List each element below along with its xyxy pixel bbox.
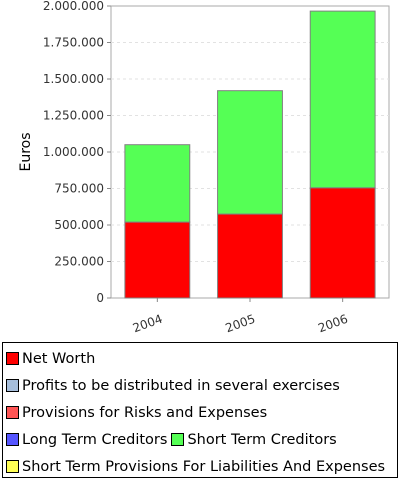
y-tick-label: 2.000.000 bbox=[43, 0, 104, 13]
legend-entry: Profits to be distributed in several exe… bbox=[6, 378, 340, 394]
legend-swatch bbox=[6, 406, 19, 419]
legend-row: Profits to be distributed in several exe… bbox=[6, 372, 397, 399]
legend-label: Short Term Creditors bbox=[187, 431, 337, 448]
bar-2006-short-term-creditors bbox=[309, 10, 376, 189]
y-tick-label: 750.000 bbox=[54, 182, 104, 196]
legend-swatch bbox=[171, 433, 185, 446]
legend-entry: Short Term Creditors bbox=[171, 431, 337, 448]
legend-entry: Provisions for Risks and Expenses bbox=[6, 405, 267, 421]
legend-row: Provisions for Risks and Expenses bbox=[6, 399, 397, 426]
legend-label: Short Term Provisions For Liabilities An… bbox=[22, 458, 386, 475]
y-tick-label: 1.750.000 bbox=[43, 36, 104, 50]
legend: Net Worth Profits to be distributed in se… bbox=[2, 342, 398, 478]
legend-label: Long Term Creditors bbox=[22, 431, 168, 448]
stacked-bar-chart: 0 250.000 500.000 750.000 1.000.000 1.250.000… bbox=[18, 0, 390, 335]
y-tick-label: 1.000.000 bbox=[43, 145, 104, 159]
x-tick-label: 2005 bbox=[224, 312, 257, 336]
y-tick-label: 1.500.000 bbox=[43, 72, 104, 86]
legend-swatch bbox=[6, 352, 19, 365]
legend-row: Short Term Provisions For Liabilities An… bbox=[6, 453, 397, 477]
legend-swatch bbox=[6, 379, 19, 392]
y-tick-label: 0 bbox=[96, 291, 104, 305]
x-tick-label: 2004 bbox=[131, 312, 164, 336]
legend-entry: Net Worth bbox=[6, 351, 95, 367]
legend-label: Profits to be distributed in several exe… bbox=[22, 377, 340, 394]
legend-row: Long Term Creditors Short Term Creditors bbox=[6, 426, 397, 453]
bar-2004-short-term-creditors bbox=[124, 144, 191, 223]
legend-label: Net Worth bbox=[22, 350, 96, 367]
bar-2006-net-worth bbox=[309, 187, 376, 299]
y-axis-ticks: 0 250.000 500.000 750.000 1.000.000 1.250.000… bbox=[43, 0, 111, 305]
bar-2005-short-term-creditors bbox=[217, 90, 283, 215]
legend-swatch bbox=[6, 460, 19, 473]
legend-entry: Short Term Provisions For Liabilities An… bbox=[6, 459, 385, 475]
y-axis-title: Euros bbox=[18, 132, 34, 171]
bar-2004-net-worth bbox=[124, 221, 191, 299]
legend-swatch bbox=[6, 433, 19, 446]
bar-2005-net-worth bbox=[217, 213, 283, 299]
legend-label: Provisions for Risks and Expenses bbox=[22, 404, 268, 421]
bars bbox=[124, 10, 376, 299]
x-axis-ticks: 2004 2005 2006 bbox=[131, 298, 350, 335]
x-tick-label: 2006 bbox=[316, 312, 349, 336]
y-tick-label: 250.000 bbox=[54, 255, 104, 269]
legend-row: Net Worth bbox=[6, 345, 397, 372]
y-tick-label: 1.250.000 bbox=[43, 109, 104, 123]
y-tick-label: 500.000 bbox=[54, 218, 104, 232]
legend-entry: Long Term Creditors bbox=[6, 432, 167, 448]
